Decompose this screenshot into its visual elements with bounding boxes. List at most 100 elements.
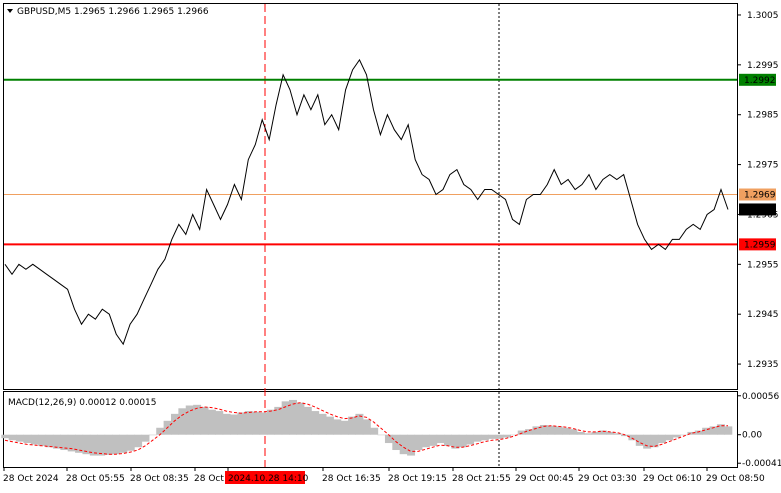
macd-histogram-bar [495, 434, 504, 439]
macd-histogram-bar [569, 429, 578, 435]
macd-histogram-bar [429, 434, 438, 446]
time-axis: 28 Oct 2024 28 Oct 05:55 28 Oct 08:35 28 Oc… [3, 467, 765, 484]
macd-histogram-bar [724, 426, 733, 435]
macd-histogram-bar [716, 424, 725, 435]
support-red-tag [739, 238, 776, 251]
time-crosshair-label: 2024.10.28 14:10 [228, 474, 309, 484]
price-axis-label: 1.2995 [747, 61, 779, 71]
macd-histogram-bar [680, 434, 689, 436]
macd-histogram-bar [635, 434, 644, 446]
macd-histogram-bar [362, 419, 371, 435]
price-tags: 1.2992 1.2969 1.2959 1.2966 [739, 73, 776, 251]
macd-histogram-bar [89, 434, 98, 456]
macd-histogram-bar [318, 413, 327, 435]
macd-histogram-bar [333, 419, 342, 435]
macd-histogram-bar [75, 434, 84, 453]
macd-histogram-bar [517, 430, 526, 435]
macd-histogram-bar [502, 434, 511, 438]
macd-histogram-bar [148, 434, 157, 436]
price-axis-label: 1.2945 [747, 310, 779, 320]
current-price-label: 1.2966 [744, 205, 776, 215]
macd-histogram-bar [23, 434, 32, 444]
macd-histogram-bar [643, 434, 652, 449]
macd-histogram [1, 399, 733, 456]
macd-histogram-bar [141, 434, 150, 442]
macd-histogram-bar [303, 406, 312, 435]
macd-histogram-bar [628, 434, 637, 441]
time-axis-label: 28 Oct 08:35 [130, 474, 189, 484]
symbol-dropdown-icon[interactable] [7, 9, 13, 13]
macd-histogram-bar [156, 427, 165, 435]
macd-histogram-bar [399, 434, 408, 455]
macd-histogram-bar [126, 434, 135, 451]
macd-histogram-bar [584, 433, 593, 435]
macd-label: MACD(12,26,9) 0.00012 0.00015 [8, 398, 157, 408]
price-axis-label: 1.2975 [747, 161, 779, 171]
horizontal-levels [4, 78, 737, 246]
macd-histogram-bar [222, 413, 231, 435]
macd-axis-label: -0.00041 [742, 459, 781, 469]
macd-histogram-bar [525, 429, 534, 435]
time-axis-label: 28 Oct 16:35 [322, 474, 381, 484]
macd-histogram-bar [252, 411, 261, 435]
macd-histogram-bar [436, 434, 445, 444]
macd-histogram-bar [613, 433, 622, 435]
level-orange-tag-label: 1.2969 [744, 191, 776, 201]
macd-histogram-bar [340, 420, 349, 435]
macd-histogram-bar [480, 434, 489, 441]
macd-histogram-bar [16, 434, 25, 442]
macd-histogram-bar [665, 434, 674, 441]
macd-histogram-bar [266, 409, 275, 435]
macd-histogram-bar [60, 434, 69, 451]
macd-histogram-bar [289, 399, 298, 435]
macd-histogram-bar [311, 411, 320, 435]
time-axis-label: 29 Oct 00:45 [515, 474, 574, 484]
price-axis-label: 1.2955 [747, 260, 779, 270]
macd-histogram-bar [281, 401, 290, 435]
macd-histogram-bar [355, 413, 364, 435]
macd-histogram-bar [52, 434, 61, 449]
macd-histogram-bar [458, 434, 467, 448]
macd-histogram-bar [244, 411, 253, 435]
macd-histogram-bar [598, 430, 607, 435]
macd-histogram-bar [82, 434, 91, 455]
macd-histogram-bar [694, 430, 703, 435]
macd-histogram-bar [576, 431, 585, 435]
resistance-green-tag-label: 1.2992 [744, 76, 776, 86]
level-orange-tag [739, 188, 776, 201]
macd-histogram-bar [709, 426, 718, 435]
macd-histogram-bar [554, 426, 563, 435]
macd-histogram-bar [539, 424, 548, 435]
price-axis-label: 1.2985 [747, 111, 779, 121]
macd-histogram-bar [348, 416, 357, 435]
time-axis-label: 28 Oct 19:15 [388, 474, 447, 484]
price-axis-label: 1.2935 [747, 360, 779, 370]
macd-histogram-bar [466, 434, 475, 445]
macd-axis-label: 0.00 [742, 431, 762, 441]
macd-histogram-bar [547, 425, 556, 435]
macd-histogram-bar [207, 409, 216, 435]
time-axis-label: 28 Oct 2024 [3, 474, 59, 484]
macd-histogram-bar [510, 434, 519, 436]
macd-histogram-bar [473, 434, 482, 442]
macd-histogram-bar [384, 434, 393, 444]
macd-histogram-bar [237, 412, 246, 435]
macd-histogram-bar [170, 413, 179, 435]
macd-histogram-bar [672, 434, 681, 438]
macd-histogram-bar [111, 434, 120, 455]
macd-histogram-bar [230, 414, 238, 435]
time-axis-label: 28 Oct [194, 474, 224, 484]
macd-histogram-bar [200, 406, 209, 435]
macd-signal-line [4, 402, 728, 455]
support-red-tag-label: 1.2959 [744, 240, 776, 250]
time-axis-label: 29 Oct 03:30 [578, 474, 637, 484]
macd-histogram-bar [421, 434, 430, 448]
time-axis-label: 29 Oct 08:50 [706, 474, 765, 484]
macd-histogram-bar [325, 416, 334, 435]
macd-histogram-bar [134, 434, 143, 448]
time-crosshair-tag [225, 471, 305, 484]
macd-histogram-bar [377, 434, 386, 436]
macd-histogram-bar [702, 427, 711, 435]
